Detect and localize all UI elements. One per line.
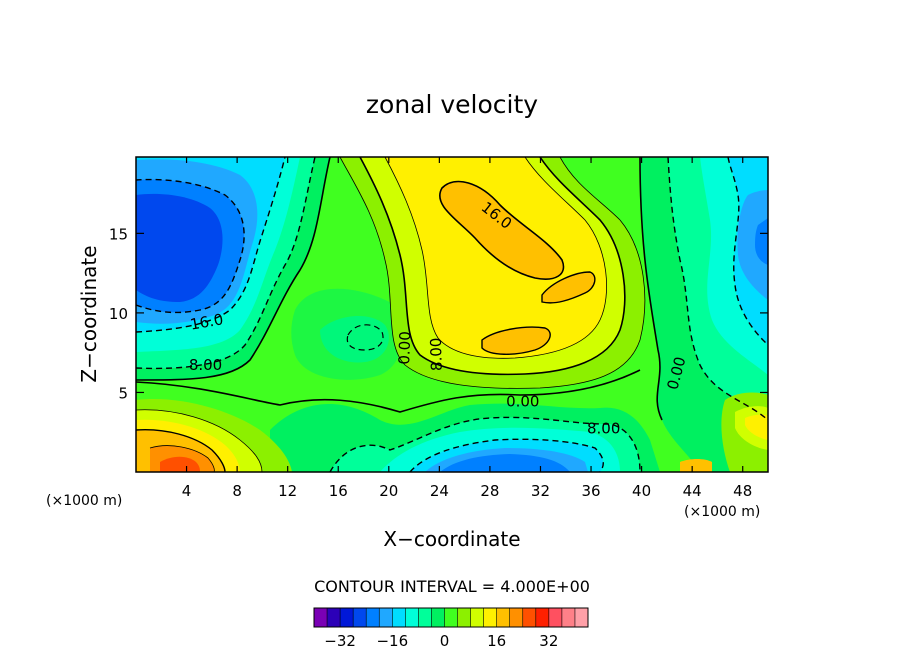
x-tick-label: 8	[232, 482, 242, 500]
y-tick-label: 10	[109, 305, 128, 323]
contour-band-neg20-right	[737, 190, 768, 300]
contour-label: 8.00	[189, 356, 222, 374]
contour-line-neg8-patch	[346, 324, 384, 351]
contour-line-16-b	[541, 271, 596, 304]
x-tick-label: 44	[683, 482, 702, 500]
contour-band-16-20-c	[482, 327, 551, 355]
contour-band-neg4-patch	[291, 288, 404, 380]
y-axis-label: Z−coordinate	[77, 245, 101, 382]
colorbar-swatch	[470, 608, 485, 627]
colorbar-swatch	[561, 608, 576, 627]
colorbar-tick-label: 32	[539, 632, 558, 650]
contour-field	[136, 157, 768, 472]
contour-band-neg24-right	[755, 218, 768, 265]
contour-label: 16.0	[189, 310, 225, 334]
colorbar-tick-label: −16	[376, 632, 408, 650]
contour-line-neg16-right	[727, 157, 768, 346]
contour-band-16-20-a	[439, 181, 564, 280]
x-tick-label: 28	[480, 482, 499, 500]
chart-title: zonal velocity	[366, 90, 538, 119]
contour-line-8-center	[359, 157, 626, 376]
x-unit-right: (×1000 m)	[684, 504, 760, 520]
colorbar-swatch	[327, 608, 341, 627]
colorbar-swatch	[457, 608, 471, 627]
colorbar-tick-label: 16	[487, 632, 506, 650]
colorbar-swatch	[392, 608, 406, 627]
colorbar-tick-label: −32	[324, 632, 356, 650]
colorbar-swatch	[574, 608, 589, 627]
colorbar-swatch	[444, 608, 458, 627]
contour-lines	[136, 157, 768, 472]
x-tick-label: 24	[430, 482, 449, 500]
contour-band-12-16-inner	[500, 317, 528, 327]
contour-band-16-20-lowright	[680, 459, 712, 472]
x-tick-label: 12	[278, 482, 297, 500]
contour-line-8-lowleft	[136, 409, 263, 472]
contour-band-neg28-left	[136, 193, 223, 302]
y-tick-label: 5	[118, 384, 128, 402]
contour-band-12-16-lowright	[745, 414, 768, 440]
contour-line-zero-right	[639, 157, 663, 421]
colorbar: −32 −16 0 16 32	[313, 607, 589, 650]
colorbar-swatch	[483, 608, 498, 627]
colorbar-swatch	[431, 608, 445, 627]
contour-band-16-20-b	[542, 272, 595, 303]
contour-line-zero-mid	[136, 369, 641, 413]
contour-line-neg8-left	[136, 157, 316, 370]
y-axis: 5 10 15	[109, 225, 768, 402]
colorbar-swatch	[535, 608, 550, 627]
plot-frame	[135, 156, 769, 473]
colorbar-frame	[313, 607, 589, 628]
x-tick-label: 20	[379, 482, 398, 500]
x-tick-label: 36	[581, 482, 600, 500]
colorbar-swatch	[340, 608, 354, 627]
colorbar-swatch	[379, 608, 393, 627]
colorbar-swatch	[353, 608, 367, 627]
contour-band-24-28-lowleft	[160, 456, 200, 472]
contour-line-neg24-left	[136, 178, 245, 314]
contour-line-16-lowleft	[136, 428, 226, 472]
colorbar-swatch	[405, 608, 419, 627]
contour-label: 0.00	[395, 331, 414, 365]
contour-label: 8.00	[587, 420, 620, 438]
colorbar-swatch	[496, 608, 511, 627]
colorbar-swatch	[548, 608, 563, 627]
contour-line-4-center	[339, 157, 646, 389]
contour-line-zero-left	[136, 157, 331, 381]
x-tick-label: 16	[329, 482, 348, 500]
x-axis: 4 8 12 16 20 24 28 32 36 40 44 48	[182, 157, 752, 500]
x-tick-label: 48	[733, 482, 752, 500]
colorbar-swatch	[522, 608, 537, 627]
x-tick-label: 32	[531, 482, 550, 500]
colorbar-swatch	[509, 608, 524, 627]
colorbar-swatch	[418, 608, 432, 627]
contour-band-neg24-low	[440, 454, 570, 472]
y-tick-label: 15	[109, 225, 128, 243]
contour-line-16-c	[481, 326, 551, 355]
contour-label: 8.00	[427, 337, 446, 371]
x-tick-label: 4	[182, 482, 192, 500]
contour-line-12-center	[384, 157, 607, 359]
contour-line-neg16-left	[136, 157, 286, 333]
x-tick-label: 40	[632, 482, 651, 500]
contour-line-24-lowleft	[149, 445, 215, 472]
colorbar-tick-label: 0	[440, 632, 450, 650]
contour-line-neg8-right	[667, 157, 768, 421]
contour-label: 0.00	[506, 393, 539, 411]
contour-interval: CONTOUR INTERVAL = 4.000E+00	[314, 577, 590, 596]
colorbar-swatch	[366, 608, 380, 627]
x-unit-left: (×1000 m)	[46, 493, 122, 509]
colorbar-swatch	[314, 608, 328, 627]
contour-line-16-a	[439, 180, 565, 280]
x-axis-label: X−coordinate	[383, 527, 520, 551]
